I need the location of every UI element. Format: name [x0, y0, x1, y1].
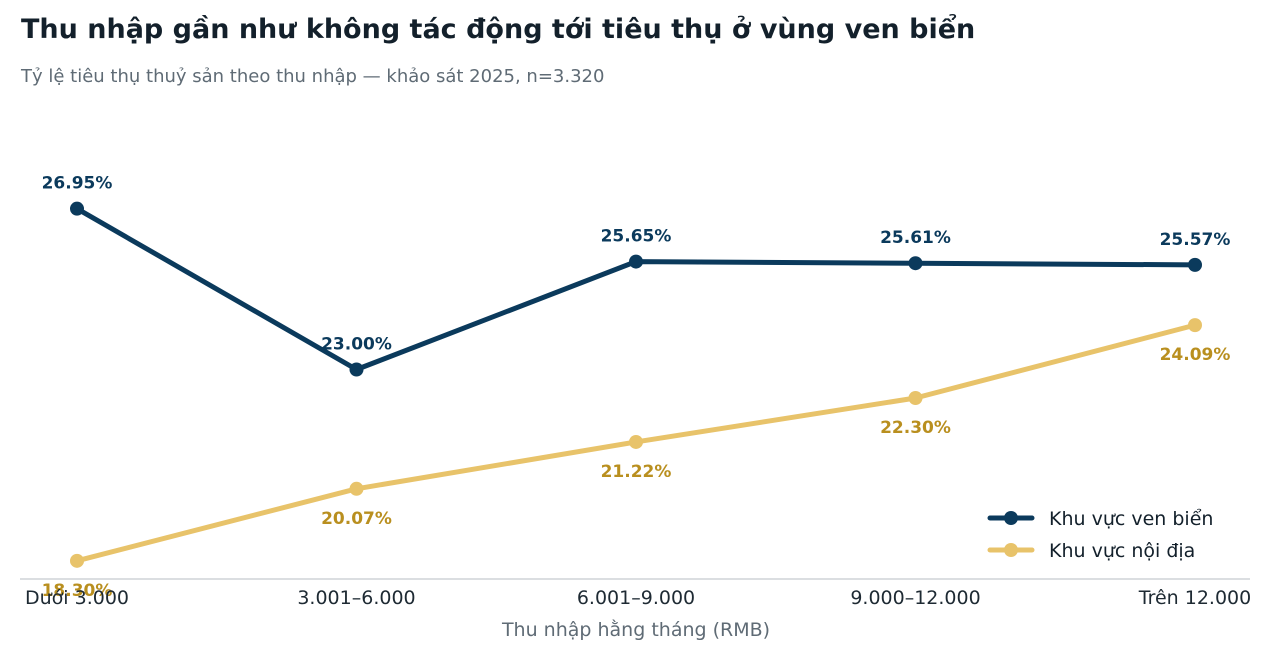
- legend-swatch-marker: [1004, 511, 1018, 525]
- data-point: [1188, 257, 1202, 272]
- legend-label: Khu vực ven biển: [1049, 508, 1213, 530]
- data-point: [349, 362, 364, 377]
- data-label: 25.61%: [880, 228, 951, 248]
- data-label: 24.09%: [1160, 345, 1231, 365]
- x-tick-label: 6.001–9.000: [577, 587, 695, 609]
- x-axis-label: Thu nhập hằng tháng (RMB): [501, 618, 770, 641]
- data-label: 23.00%: [321, 335, 392, 355]
- legend-label: Khu vực nội địa: [1049, 540, 1195, 562]
- data-point: [908, 256, 923, 271]
- chart-title: Thu nhập gần như không tác động tới tiêu…: [21, 14, 976, 45]
- legend-item: Khu vực ven biển: [987, 508, 1213, 530]
- data-point: [70, 201, 84, 216]
- chart-subtitle: Tỷ lệ tiêu thụ thuỷ sản theo thu nhập — …: [21, 66, 605, 87]
- data-label: 22.30%: [880, 418, 951, 438]
- x-tick-label: 9.000–12.000: [850, 587, 980, 609]
- data-point: [908, 391, 923, 405]
- legend: Khu vực ven biển Khu vực nội địa: [987, 508, 1213, 562]
- x-tick-label: Trên 12.000: [1138, 587, 1251, 609]
- x-tick-labels: Dưới 3.000 3.001–6.000 6.001–9.000 9.000–12…: [25, 587, 1251, 609]
- data-label: 25.57%: [1160, 230, 1231, 250]
- legend-item: Khu vực nội địa: [987, 540, 1195, 562]
- x-tick-label: 3.001–6.000: [297, 587, 415, 609]
- data-label: 25.65%: [601, 227, 672, 247]
- data-label: 26.95%: [42, 174, 113, 194]
- data-point: [1188, 318, 1202, 333]
- data-label: 20.07%: [321, 509, 392, 529]
- series-1: 18.30% 20.07% 21.22% 22.30% 24.09%: [42, 318, 1231, 601]
- series-layer: 18.30% 20.07% 21.22% 22.30% 24.09% 26.95% 23.0…: [42, 174, 1231, 601]
- series-0: 26.95% 23.00% 25.65% 25.61% 25.57%: [42, 174, 1231, 377]
- data-point: [349, 481, 364, 496]
- data-point: [629, 434, 643, 449]
- legend-swatch-marker: [1004, 543, 1018, 557]
- data-point: [629, 254, 643, 269]
- data-label: 18.30%: [42, 581, 113, 601]
- data-label: 21.22%: [601, 462, 672, 482]
- x-tick-label: Dưới 3.000: [25, 587, 129, 609]
- data-point: [70, 553, 84, 568]
